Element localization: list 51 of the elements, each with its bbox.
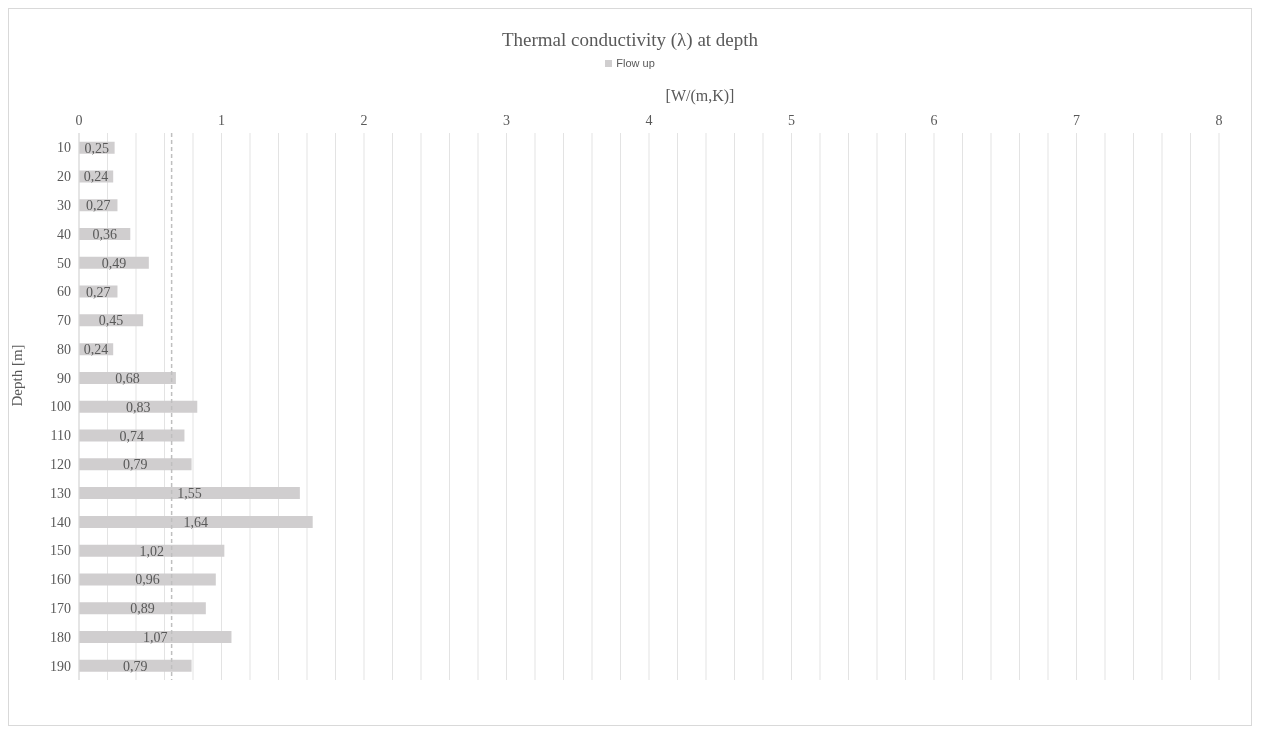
y-tick-label: 140 (50, 514, 71, 530)
y-tick-label: 110 (50, 428, 71, 444)
x-tick-label: 2 (360, 113, 368, 128)
data-label: 1,55 (177, 486, 202, 502)
data-label: 0,36 (92, 227, 117, 243)
data-label: 0,45 (98, 313, 124, 329)
y-tick-label: 70 (57, 313, 71, 329)
x-tick-label: 7 (1073, 113, 1080, 128)
data-label: 0,25 (84, 140, 110, 156)
chart-title: Thermal conductivity (λ) at depth (500, 29, 760, 51)
x-tick-label: 5 (788, 113, 795, 128)
data-label: 1,07 (142, 630, 168, 646)
y-tick-label: 120 (50, 457, 71, 473)
data-label: 0,27 (85, 198, 111, 214)
data-label: 0,68 (115, 370, 140, 386)
x-tick-label: 0 (75, 113, 83, 128)
y-tick-label: 180 (50, 629, 71, 645)
y-tick-label: 10 (57, 140, 71, 156)
y-tick-label: 130 (50, 485, 71, 501)
y-tick-label: 150 (50, 543, 71, 559)
y-tick-label: 160 (50, 572, 71, 588)
data-label: 0,24 (83, 342, 109, 358)
y-tick-label: 50 (57, 255, 71, 271)
data-label: 1,02 (139, 543, 164, 559)
data-label: 0,24 (83, 169, 109, 185)
x-tick-label: 1 (218, 113, 225, 128)
y-tick-label: 80 (57, 341, 71, 357)
data-label: 0,74 (119, 428, 144, 444)
x-axis-title: [W/(m,K)] (664, 87, 736, 105)
x-tick-label: 6 (930, 113, 938, 128)
x-tick-label: 4 (645, 113, 653, 128)
y-tick-label: 20 (57, 169, 71, 185)
y-tick-label: 40 (57, 226, 71, 242)
y-tick-label: 100 (50, 399, 71, 415)
data-label: 0,83 (125, 399, 151, 415)
y-tick-label: 190 (50, 658, 71, 674)
y-tick-label: 90 (57, 370, 71, 386)
y-tick-label: 170 (50, 601, 71, 616)
x-tick-label: 8 (1215, 113, 1223, 128)
y-tick-label: 60 (57, 284, 71, 300)
data-label: 1,64 (183, 514, 209, 530)
data-label: 0,79 (123, 658, 148, 674)
x-tick-label: 3 (503, 113, 510, 128)
data-label: 0,89 (130, 601, 155, 617)
y-axis-title: Depth [m] (9, 344, 26, 407)
data-label: 0,79 (123, 457, 148, 473)
legend-label: Flow up (615, 57, 655, 69)
y-tick-label: 30 (57, 197, 71, 213)
data-label: 0,49 (101, 255, 127, 271)
data-label: 0,27 (85, 284, 111, 300)
data-label: 0,96 (135, 572, 160, 588)
